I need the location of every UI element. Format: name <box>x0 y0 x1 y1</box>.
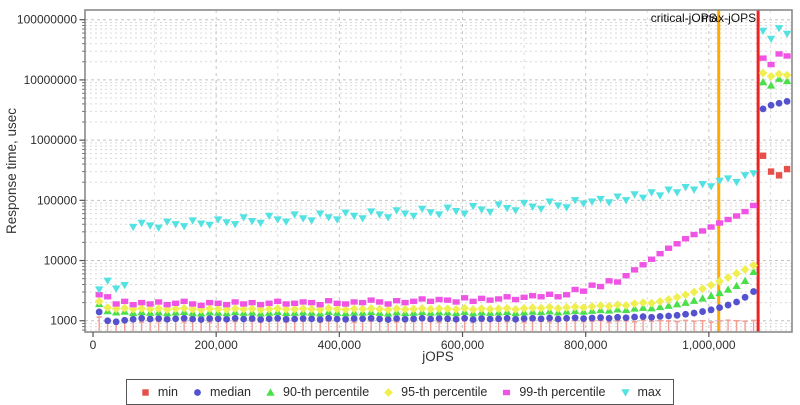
legend-marker-diamond-icon <box>384 387 394 397</box>
y-tick-label: 100000 <box>37 193 77 207</box>
series-90-th percentile <box>94 74 792 317</box>
y-tick-label: 10000000 <box>24 73 78 87</box>
y-axis-title: Response time, usec <box>4 108 19 234</box>
y-tick-label: 1000000 <box>30 133 77 147</box>
y-tick-label: 1000 <box>50 314 77 328</box>
x-tick-label: 800,000 <box>564 338 608 352</box>
x-tick-label: 0 <box>90 338 97 352</box>
legend-marker-square-icon <box>142 388 149 396</box>
legend-label: min <box>157 385 178 399</box>
series-median <box>95 97 791 326</box>
legend-marker-triangle-down-icon <box>620 388 630 397</box>
y-tick-label: 100000000 <box>17 13 77 27</box>
x-tick-label: 1,000,000 <box>682 338 736 352</box>
series-max <box>94 25 792 294</box>
series-99-th percentile <box>95 51 791 309</box>
legend-marker-circle-icon <box>194 388 201 396</box>
legend-label: median <box>210 385 251 399</box>
legend-item-min: min <box>139 385 178 399</box>
legend-box: min median 90-th percentile 95-th percentil… <box>125 379 675 405</box>
legend-item-90-th percentile: 90-th percentile <box>264 385 369 399</box>
legend-item-99-th percentile: 99-th percentile <box>500 385 606 399</box>
data-points <box>94 25 792 326</box>
legend-item-max: max <box>619 385 662 399</box>
x-axis-title: jOPS <box>421 349 454 364</box>
legend-item-95-th percentile: 95-th percentile <box>382 385 487 399</box>
ref-label-critical-jOPS: critical-jOPS <box>651 11 717 25</box>
legend-label: max <box>637 385 662 399</box>
legend-marker-triangle-up-icon <box>266 387 275 396</box>
legend-label: 90-th percentile <box>283 385 370 399</box>
ref-label-max-jOPS: max-jOPS <box>701 11 756 25</box>
legend-label: 99-th percentile <box>519 385 606 399</box>
x-tick-label: 600,000 <box>441 338 485 352</box>
x-tick-label: 400,000 <box>318 338 362 352</box>
legend-marker-rect-icon <box>503 389 511 395</box>
gridlines <box>85 10 792 332</box>
legend-label: 95-th percentile <box>401 385 488 399</box>
x-tick-label: 200,000 <box>194 338 238 352</box>
legend-item-median: median <box>191 385 251 399</box>
chart-legend: min median 90-th percentile 95-th percentil… <box>0 379 800 405</box>
axes: 1000 10000 100000 1000000 10000000 100000000 0… <box>17 9 793 352</box>
y-tick-label: 10000 <box>44 254 78 268</box>
series-min <box>759 152 791 179</box>
series-95-th percentile <box>94 68 792 315</box>
